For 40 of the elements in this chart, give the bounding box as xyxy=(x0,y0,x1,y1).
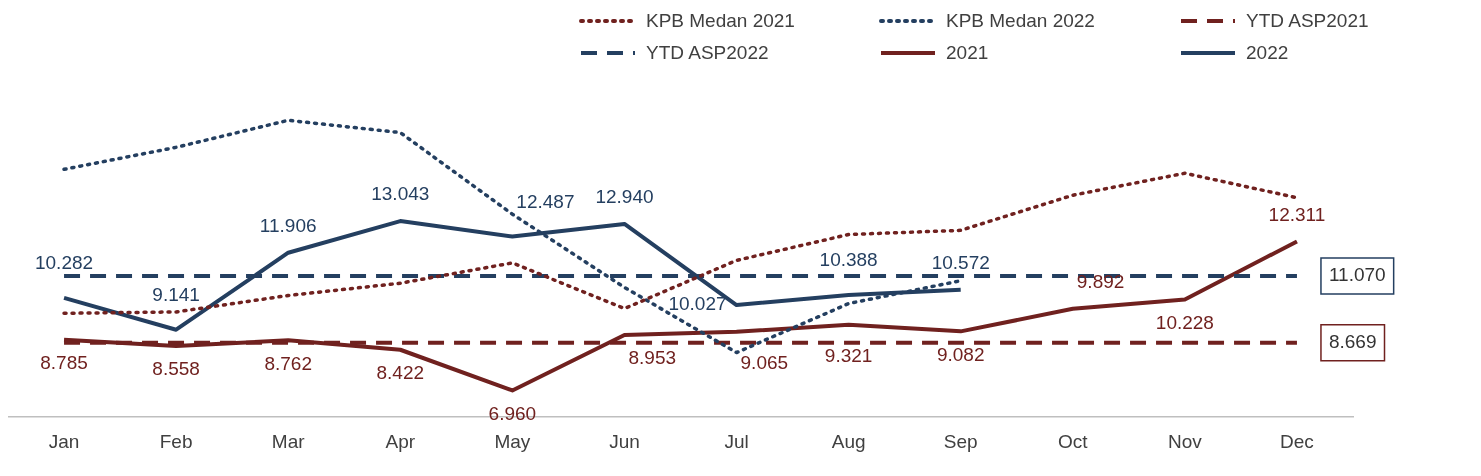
x-tick-label: Sep xyxy=(943,430,978,452)
data-label: 9.141 xyxy=(152,283,200,305)
data-label: 12.311 xyxy=(1268,203,1326,225)
x-tick-label: Aug xyxy=(831,430,866,452)
data-label: 8.953 xyxy=(628,347,676,369)
x-tick-label: Oct xyxy=(1058,430,1089,452)
data-label: 9.065 xyxy=(740,352,789,374)
legend-label: 2021 xyxy=(946,42,989,64)
data-label: 10.228 xyxy=(1155,311,1214,333)
data-label: 12.487 xyxy=(516,190,575,212)
data-label: 12.940 xyxy=(595,186,654,208)
data-label: 9.082 xyxy=(936,343,985,365)
x-tick-label: Apr xyxy=(385,430,416,452)
data-label: 11.070 xyxy=(1328,264,1386,286)
legend-label: YTD ASP2022 xyxy=(646,42,769,64)
x-tick-label: Mar xyxy=(271,430,306,452)
x-tick-label: Feb xyxy=(159,430,193,452)
data-label: 10.027 xyxy=(668,293,727,315)
legend-label: YTD ASP2021 xyxy=(1246,10,1369,32)
legend-label: 2022 xyxy=(1246,42,1289,64)
data-label: 8.669 xyxy=(1328,331,1377,353)
data-label: 8.785 xyxy=(40,351,88,373)
data-label: 10.388 xyxy=(819,249,878,271)
x-tick-label: May xyxy=(494,430,531,452)
data-label: 9.321 xyxy=(824,344,873,366)
data-label: 13.043 xyxy=(371,183,430,205)
data-label: 6.960 xyxy=(488,402,537,424)
x-tick-label: Dec xyxy=(1280,430,1314,452)
data-label: 8.422 xyxy=(376,361,425,383)
legend-label: KPB Medan 2022 xyxy=(946,10,1095,32)
data-label: 8.762 xyxy=(264,352,312,374)
x-tick-label: Jun xyxy=(609,430,640,452)
data-label: 10.572 xyxy=(931,252,990,274)
x-tick-label: Nov xyxy=(1167,430,1203,452)
data-label: 10.282 xyxy=(34,252,94,274)
data-label: 11.906 xyxy=(259,214,317,236)
x-tick-label: Jul xyxy=(724,430,749,452)
x-tick-label: Jan xyxy=(48,430,80,452)
data-label: 8.558 xyxy=(152,358,200,380)
legend-label: KPB Medan 2021 xyxy=(646,10,795,32)
